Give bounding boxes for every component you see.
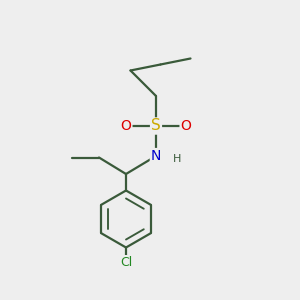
Text: O: O — [181, 119, 191, 133]
Text: S: S — [151, 118, 161, 134]
Text: Cl: Cl — [120, 256, 132, 269]
Text: O: O — [121, 119, 131, 133]
Text: N: N — [151, 149, 161, 163]
Text: H: H — [173, 154, 181, 164]
